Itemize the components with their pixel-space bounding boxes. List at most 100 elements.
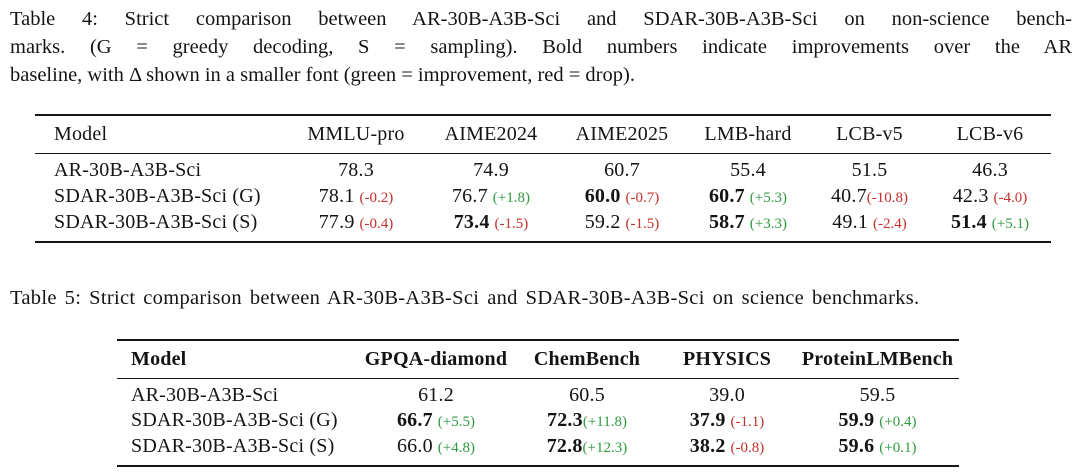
score-cell: 46.3: [929, 153, 1051, 183]
score-cell: 38.2 (-0.8): [658, 434, 796, 466]
score-cell: 40.7(-10.8): [810, 183, 929, 210]
score-delta: (-10.8): [866, 189, 909, 206]
score-cell: 76.7 (+1.8): [424, 183, 558, 210]
score-cell: 58.7 (+3.3): [686, 210, 810, 242]
table4-caption-line2: marks. (G = greedy decoding, S = samplin…: [10, 36, 1072, 58]
score-value: 39.0: [709, 383, 745, 406]
score-cell: 61.2: [356, 378, 516, 408]
score-delta: (+3.3): [749, 215, 787, 232]
model-name: SDAR-30B-A3B-Sci (S): [131, 434, 335, 457]
score-value: 59.2: [584, 210, 621, 233]
score-cell: 72.8(+12.3): [516, 434, 658, 466]
score-value: 77.9: [318, 210, 355, 233]
score-delta: (+4.8): [437, 439, 475, 456]
score-cell: 73.4 (-1.5): [424, 210, 558, 242]
column-header-proteinlmbench: ProteinLMBench: [796, 340, 959, 379]
score-cell: 78.3: [288, 153, 424, 183]
column-header-lcb-v6: LCB-v6: [929, 115, 1051, 154]
score-cell: 66.0 (+4.8): [356, 434, 516, 466]
score-delta: (-0.8): [730, 439, 765, 456]
score-value: 66.7: [396, 409, 433, 431]
score-value: 78.1: [318, 184, 355, 207]
score-value: 49.1: [832, 210, 869, 233]
table5-header-row: Model GPQA-diamond ChemBench PHYSICS Protein…: [117, 340, 959, 379]
score-value: 37.9: [689, 409, 726, 431]
score-value: 42.3: [952, 184, 989, 207]
model-name: SDAR-30B-A3B-Sci (G): [54, 184, 261, 207]
score-delta: (-1.5): [494, 215, 529, 232]
score-cell: 51.4 (+5.1): [929, 210, 1051, 242]
table4-caption-line1: Table 4: Strict comparison between AR-30…: [10, 8, 1072, 30]
score-cell: 60.7: [558, 153, 686, 183]
table4-caption: Table 4: Strict comparison between AR-30…: [10, 5, 1072, 89]
score-value: 46.3: [972, 158, 1008, 181]
score-value: 61.2: [418, 383, 454, 406]
score-delta: (+1.8): [492, 189, 530, 206]
table-row: AR-30B-A3B-Sci 61.2 60.5 39.0 59.5: [117, 378, 959, 408]
score-delta: (-0.2): [359, 189, 394, 206]
score-delta: (-2.4): [873, 215, 907, 232]
column-header-lmb-hard: LMB-hard: [686, 115, 810, 154]
table4-non-science-benchmarks: Model MMLU-pro AIME2024 AIME2025 LMB-hard LCB…: [35, 114, 1051, 243]
score-cell: 37.9 (-1.1): [658, 408, 796, 434]
score-value: 58.7: [708, 210, 745, 233]
score-delta: (+0.4): [879, 414, 917, 430]
score-cell: 66.7 (+5.5): [356, 408, 516, 434]
table4-caption-line3: baseline, with Δ shown in a smaller font…: [10, 64, 635, 86]
model-name: AR-30B-A3B-Sci: [54, 158, 202, 181]
score-delta: (-0.7): [625, 189, 660, 206]
score-value: 76.7: [451, 184, 488, 207]
table-row: SDAR-30B-A3B-Sci (G) 66.7 (+5.5) 72.3(+11.8…: [117, 408, 959, 434]
table-row: AR-30B-A3B-Sci 78.3 74.9 60.7 55.4 51.5 46.3: [35, 153, 1051, 183]
score-cell: 60.5: [516, 378, 658, 408]
table5-caption: Table 5: Strict comparison between AR-30…: [10, 287, 920, 309]
score-value: 59.9: [838, 409, 875, 431]
column-header-aime2025: AIME2025: [558, 115, 686, 154]
score-value: 66.0: [396, 434, 433, 457]
score-value: 72.3: [547, 409, 583, 431]
score-delta: (+5.1): [991, 215, 1029, 232]
score-delta: (+0.1): [879, 439, 917, 456]
score-delta: (+12.3): [582, 439, 628, 456]
score-delta: (-1.5): [625, 215, 660, 232]
table-row: SDAR-30B-A3B-Sci (G) 78.1 (-0.2) 76.7 (+1.8)…: [35, 183, 1051, 210]
score-value: 72.8: [546, 434, 583, 457]
score-delta: (+11.8): [582, 414, 627, 430]
column-header-aime2024: AIME2024: [424, 115, 558, 154]
score-cell: 42.3 (-4.0): [929, 183, 1051, 210]
table4-header-row: Model MMLU-pro AIME2024 AIME2025 LMB-hard LCB…: [35, 115, 1051, 154]
score-cell: 59.5: [796, 378, 959, 408]
column-header-model: Model: [117, 340, 356, 379]
score-cell: 59.6 (+0.1): [796, 434, 959, 466]
score-value: 74.9: [473, 158, 509, 181]
score-cell: 51.5: [810, 153, 929, 183]
score-value: 60.7: [708, 184, 745, 207]
score-cell: 59.9 (+0.4): [796, 408, 959, 434]
column-header-lcb-v5: LCB-v5: [810, 115, 929, 154]
column-header-model: Model: [35, 115, 288, 154]
score-value: 40.7: [830, 184, 867, 207]
score-delta: (-0.4): [359, 215, 394, 232]
score-delta: (+5.5): [437, 414, 475, 430]
score-cell: 59.2 (-1.5): [558, 210, 686, 242]
score-cell: 72.3(+11.8): [516, 408, 658, 434]
score-value: 73.4: [453, 210, 490, 233]
score-cell: 55.4: [686, 153, 810, 183]
score-value: 60.5: [569, 383, 605, 406]
score-value: 51.4: [950, 210, 987, 233]
table5-science-benchmarks: Model GPQA-diamond ChemBench PHYSICS Protein…: [117, 339, 959, 467]
score-value: 78.3: [338, 158, 374, 181]
score-value: 38.2: [689, 434, 726, 457]
score-value: 59.6: [838, 434, 875, 457]
score-value: 51.5: [851, 158, 888, 181]
score-cell: 60.7 (+5.3): [686, 183, 810, 210]
table-row: SDAR-30B-A3B-Sci (S) 66.0 (+4.8) 72.8(+12.3…: [117, 434, 959, 466]
score-value: 60.7: [604, 158, 640, 181]
column-header-gpqa-diamond: GPQA-diamond: [356, 340, 516, 379]
model-name: SDAR-30B-A3B-Sci (G): [131, 409, 338, 431]
score-delta: (-1.1): [730, 414, 765, 430]
column-header-mmlu-pro: MMLU-pro: [288, 115, 424, 154]
score-cell: 78.1 (-0.2): [288, 183, 424, 210]
score-value: 59.5: [859, 383, 896, 406]
